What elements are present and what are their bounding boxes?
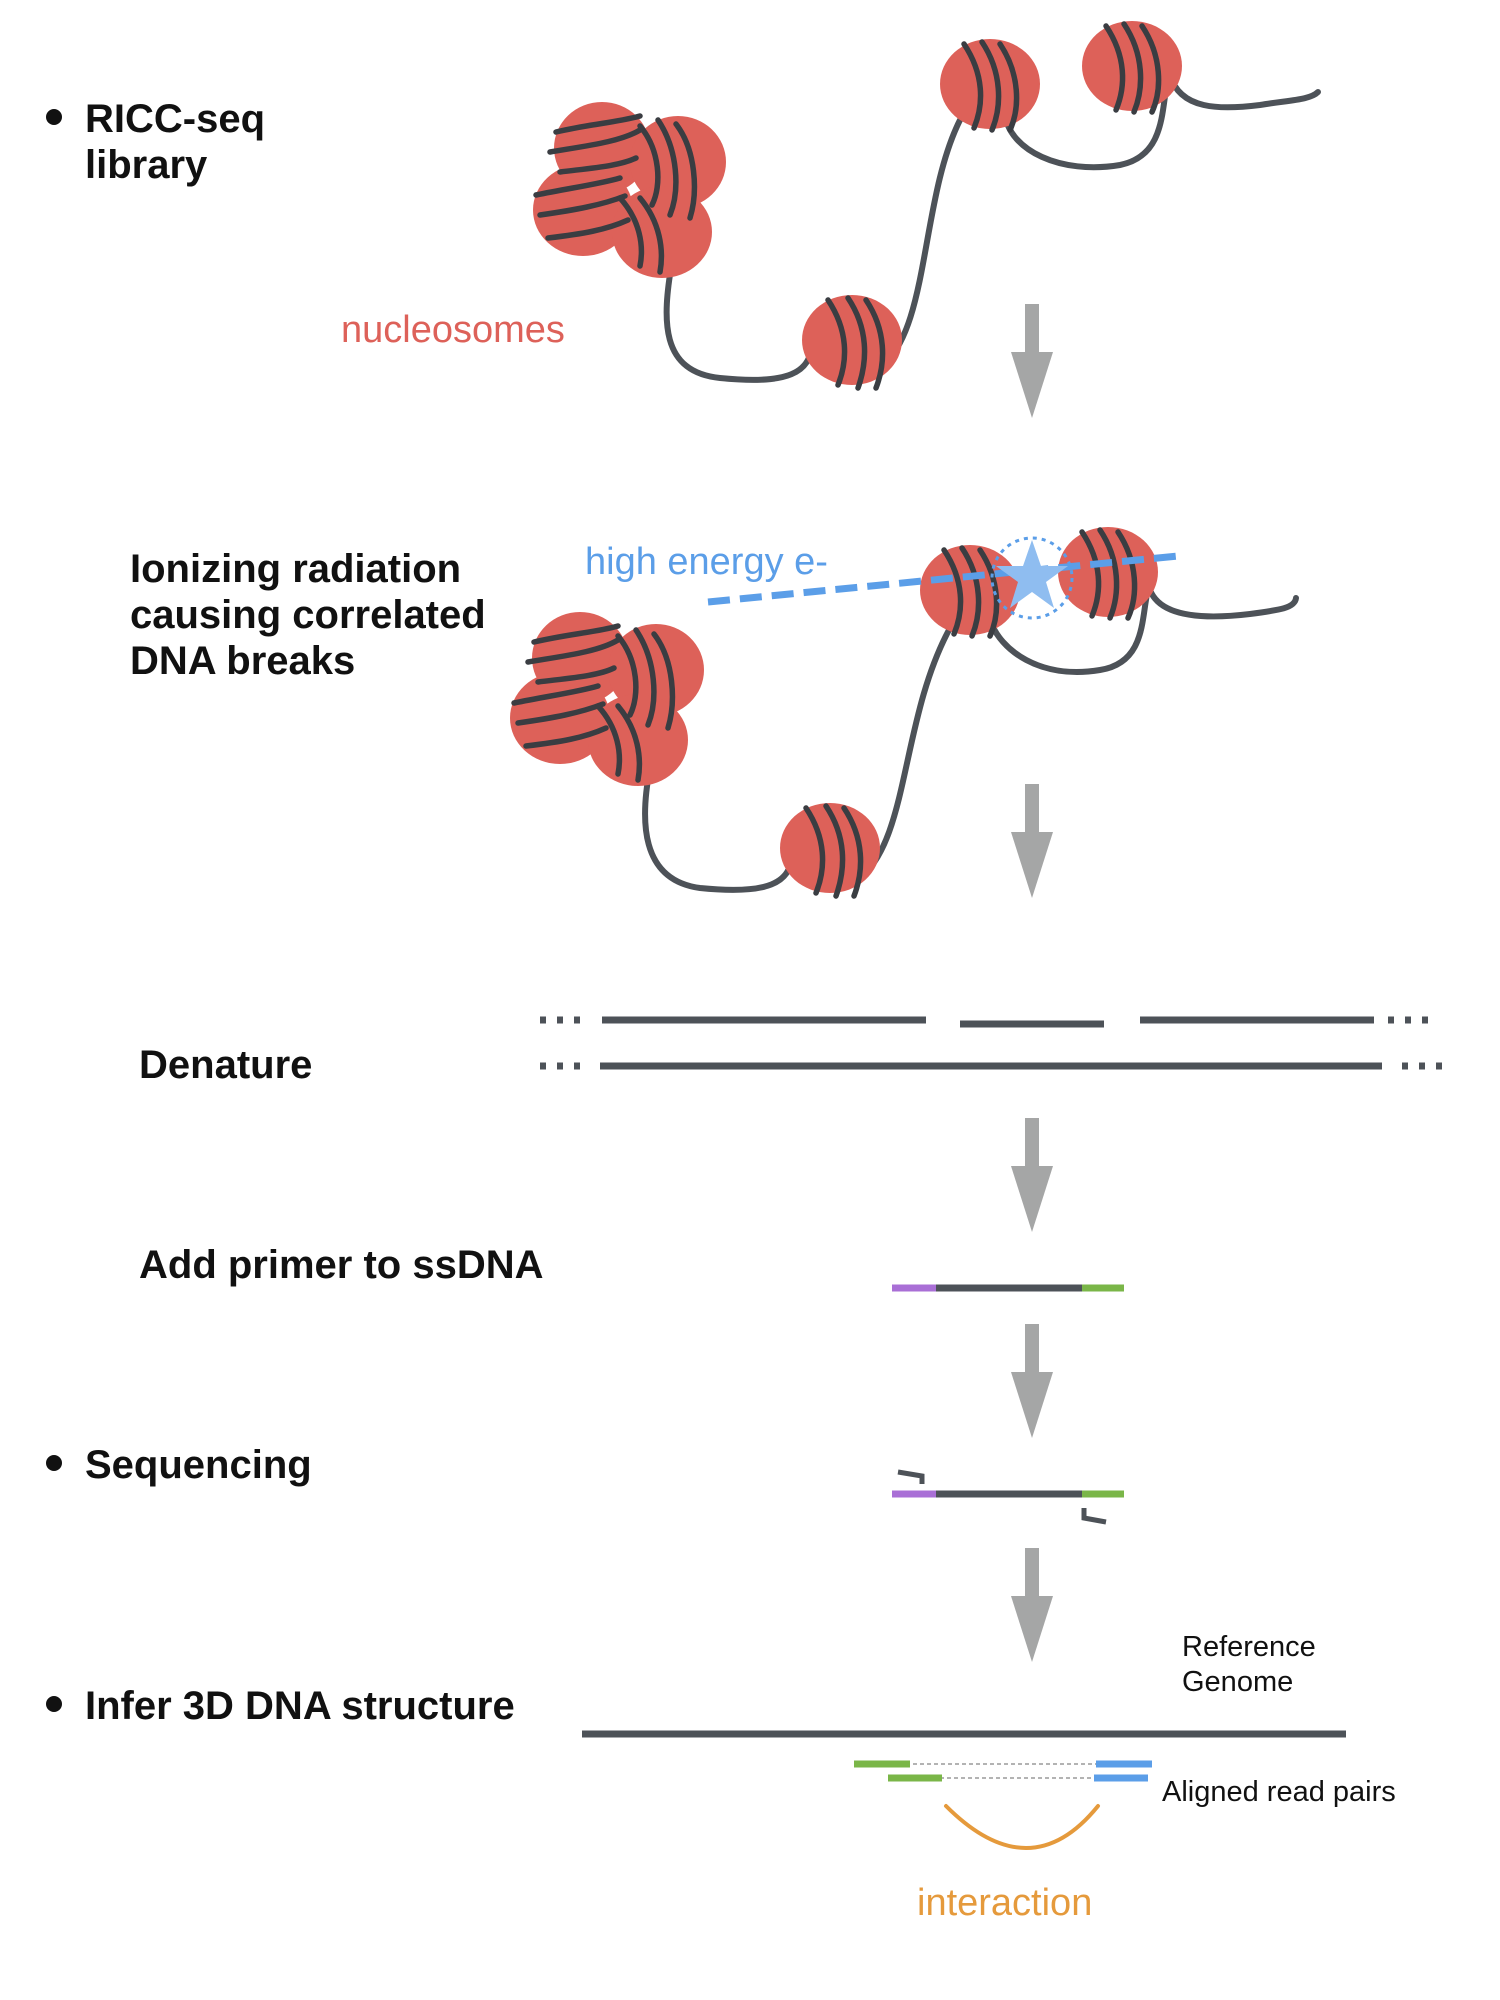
interaction-label: interaction [917, 1882, 1092, 1924]
step-denature: Denature [139, 1016, 1442, 1087]
high-energy-label: high energy e- [585, 541, 828, 583]
forward-primer-icon [897, 1469, 925, 1484]
step-primer: Add primer to ssDNA [139, 1243, 1124, 1292]
step-library: RICC-seq library [46, 21, 1321, 391]
electron-path [707, 552, 1179, 606]
step-infer: Infer 3D DNA structure Reference Genome … [46, 1631, 1396, 1924]
sequencing-read [892, 1469, 1124, 1525]
step-sequencing: Sequencing [46, 1443, 1124, 1525]
dna-strand [642, 579, 1299, 893]
step-radiation-title-line3: DNA breaks [130, 639, 355, 683]
step-library-title-line2: library [85, 143, 208, 187]
nucleosome-cluster [510, 612, 704, 786]
down-arrow-icon [1011, 1324, 1053, 1438]
interaction-arc [944, 1804, 1100, 1850]
nucleosome [608, 624, 704, 716]
step-radiation-title-line1: Ionizing radiation [130, 547, 461, 591]
down-arrow-icon [1011, 304, 1053, 418]
nucleosome [630, 116, 726, 208]
nucleosomes-label: nucleosomes [341, 309, 565, 351]
reverse-primer-icon [1081, 1508, 1107, 1525]
aligned-read-pairs [854, 1760, 1152, 1782]
bullet-icon [46, 109, 62, 125]
star-icon [996, 540, 1068, 608]
down-arrow-icon [1011, 1118, 1053, 1232]
step-primer-title: Add primer to ssDNA [139, 1243, 544, 1287]
step-infer-title: Infer 3D DNA structure [85, 1684, 515, 1728]
down-arrow-icon [1011, 784, 1053, 898]
reference-genome-label-line1: Reference [1182, 1631, 1316, 1663]
step-sequencing-title: Sequencing [85, 1443, 312, 1487]
step-radiation-title-line2: causing correlated [130, 593, 486, 637]
step-radiation: Ionizing radiation causing correlated DN… [130, 527, 1299, 899]
step-library-title-line1: RICC-seq [85, 97, 265, 141]
bullet-icon [46, 1696, 62, 1712]
nucleosome [612, 186, 712, 278]
bullet-icon [46, 1455, 62, 1471]
step-denature-title: Denature [139, 1043, 312, 1087]
nucleosome-cluster [533, 102, 726, 278]
aligned-read-pairs-label: Aligned read pairs [1162, 1776, 1396, 1808]
top-strand-fragments [540, 1016, 1428, 1028]
down-arrow-icon [1011, 1548, 1053, 1662]
reference-genome-label-line2: Genome [1182, 1666, 1293, 1698]
break-site-ring [990, 536, 1074, 620]
dna-strand [663, 67, 1321, 383]
